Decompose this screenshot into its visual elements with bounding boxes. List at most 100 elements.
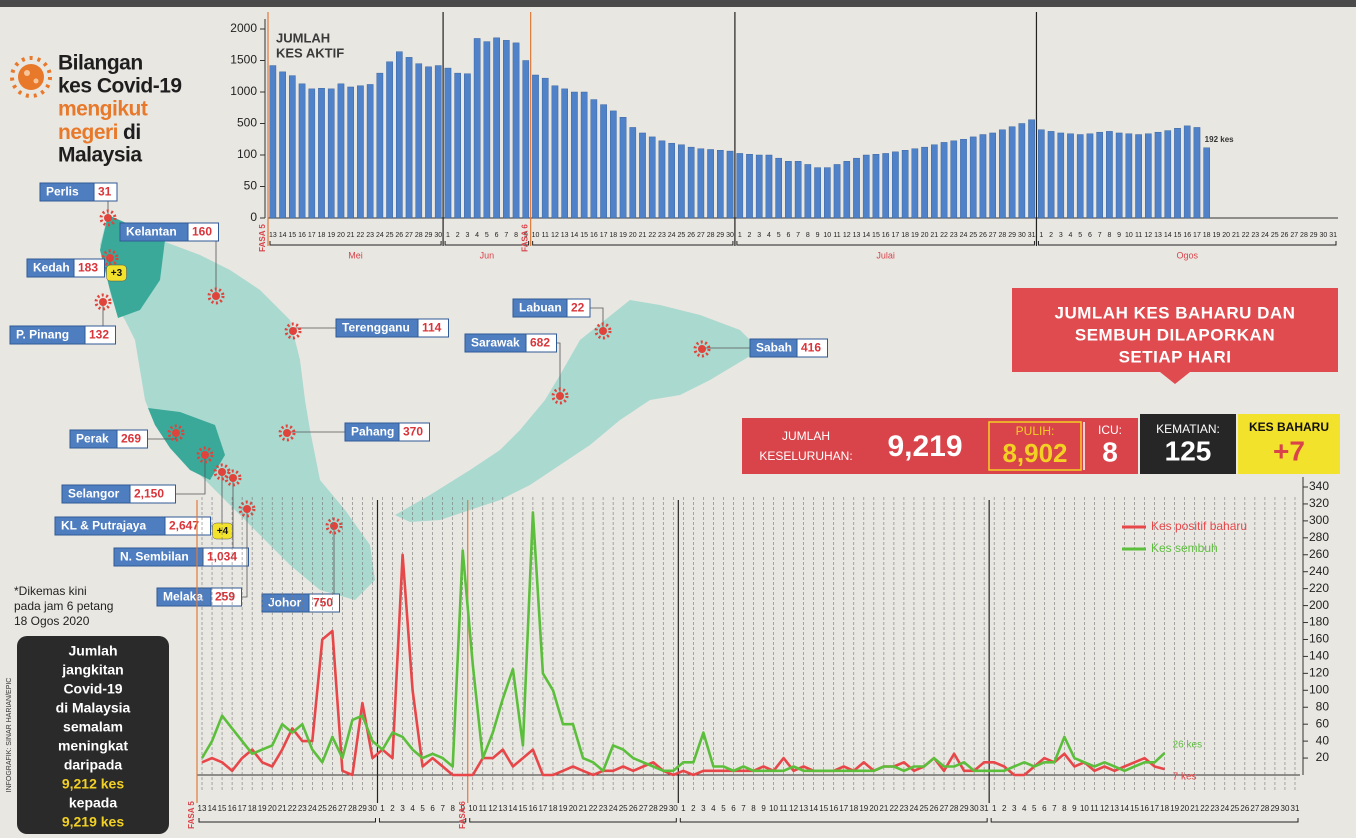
state-count: 370 <box>403 425 423 439</box>
x-tick-label: 16 <box>882 232 890 239</box>
x-tick-label: 21 <box>1190 804 1199 813</box>
x-tick-label: 8 <box>450 804 455 813</box>
bar <box>591 100 597 218</box>
y-tick-label: 60 <box>1316 716 1330 730</box>
bar <box>532 75 538 218</box>
bar <box>1174 128 1180 218</box>
stat-label: KESELURUHAN: <box>759 449 852 463</box>
infographic: Bilangan kes Covid-19 mengikut negeridi … <box>0 0 1356 838</box>
bar <box>717 150 723 218</box>
x-tick-label: 25 <box>318 804 327 813</box>
note-line: *Dikemas kini <box>14 584 87 598</box>
bar <box>386 62 392 218</box>
x-tick-label: 3 <box>1059 232 1063 239</box>
x-tick-label: 10 <box>532 232 540 239</box>
x-tick-label: 15 <box>288 232 296 239</box>
title-line: Malaysia <box>58 144 142 167</box>
bar <box>299 84 305 218</box>
x-tick-label: 20 <box>337 232 345 239</box>
state-count: 269 <box>121 432 141 446</box>
x-tick-label: 24 <box>668 232 676 239</box>
state-name: Labuan <box>519 301 562 315</box>
bar <box>1155 132 1161 218</box>
summary-line: semalam <box>63 719 123 735</box>
x-tick-label: 15 <box>518 804 527 813</box>
state-count: 114 <box>422 321 442 335</box>
bar <box>795 161 801 218</box>
x-tick-label: 2 <box>390 804 395 813</box>
bar <box>737 153 743 218</box>
x-tick-label: 29 <box>716 232 724 239</box>
bar <box>892 152 898 218</box>
x-tick-label: 7 <box>1098 232 1102 239</box>
x-tick-label: 12 <box>1144 232 1152 239</box>
x-tick-label: 21 <box>879 804 888 813</box>
x-tick-label: 29 <box>1310 232 1318 239</box>
bar <box>639 133 645 218</box>
x-tick-label: 22 <box>889 804 898 813</box>
bar <box>883 153 889 218</box>
x-tick-label: 24 <box>609 804 618 813</box>
x-tick-label: 21 <box>639 232 647 239</box>
bar <box>863 155 869 218</box>
bar <box>707 149 713 218</box>
x-tick-label: 14 <box>571 232 579 239</box>
stat-label: PULIH: <box>1016 424 1055 438</box>
x-tick-label: 31 <box>1028 232 1036 239</box>
x-tick-label: 13 <box>799 804 808 813</box>
state-count: 2,647 <box>169 519 199 533</box>
y-tick-label: 40 <box>1316 733 1330 747</box>
x-tick-label: 27 <box>639 804 648 813</box>
bar <box>873 154 879 218</box>
bar <box>1009 127 1015 218</box>
new-case-count: +4 <box>217 526 229 537</box>
x-tick-label: 22 <box>357 232 365 239</box>
x-tick-label: 10 <box>1080 804 1089 813</box>
x-tick-label: 9 <box>1117 232 1121 239</box>
top-strip <box>0 0 1356 7</box>
chart-title: KES AKTIF <box>276 45 344 60</box>
bar <box>620 117 626 218</box>
stat-label: KEMATIAN: <box>1156 422 1220 436</box>
bar <box>844 161 850 218</box>
x-tick-label: 13 <box>853 232 861 239</box>
bar <box>1028 120 1034 218</box>
banner: JUMLAH KES BAHARU DAN SEMBUH DILAPORKAN … <box>1012 288 1338 384</box>
x-tick-label: 1 <box>1039 232 1043 239</box>
x-tick-label: 3 <box>465 232 469 239</box>
bar <box>289 76 295 218</box>
month-label: Julai <box>876 250 895 260</box>
y-tick-label: 260 <box>1309 547 1329 561</box>
x-tick-label: 30 <box>726 232 734 239</box>
state-count: 259 <box>215 590 235 604</box>
x-tick-label: 26 <box>328 804 337 813</box>
x-tick-label: 29 <box>1270 804 1279 813</box>
bar <box>678 145 684 218</box>
state-marker <box>599 327 607 335</box>
bar <box>630 127 636 218</box>
x-tick-label: 16 <box>228 804 237 813</box>
x-tick-label: 20 <box>1222 232 1230 239</box>
month-label: Jun <box>480 250 495 260</box>
bar <box>970 137 976 218</box>
x-tick-label: 23 <box>1210 804 1219 813</box>
bar <box>513 43 519 218</box>
state-name: P. Pinang <box>16 328 69 342</box>
x-tick-label: 25 <box>969 232 977 239</box>
note-line: 18 Ogos 2020 <box>14 614 90 628</box>
state-name: Terengganu <box>342 321 410 335</box>
title-word: di <box>123 121 141 144</box>
summary-line: daripada <box>64 757 123 773</box>
x-tick-label: 25 <box>386 232 394 239</box>
stat-value: 8 <box>1102 436 1118 467</box>
x-tick-label: 18 <box>1203 232 1211 239</box>
bar <box>931 145 937 218</box>
x-tick-label: 25 <box>920 804 929 813</box>
state-marker <box>212 292 220 300</box>
bar <box>980 135 986 218</box>
bar <box>1048 131 1054 218</box>
x-tick-label: 13 <box>1110 804 1119 813</box>
x-tick-label: 16 <box>829 804 838 813</box>
x-tick-label: 20 <box>921 232 929 239</box>
x-tick-label: 24 <box>1220 804 1229 813</box>
